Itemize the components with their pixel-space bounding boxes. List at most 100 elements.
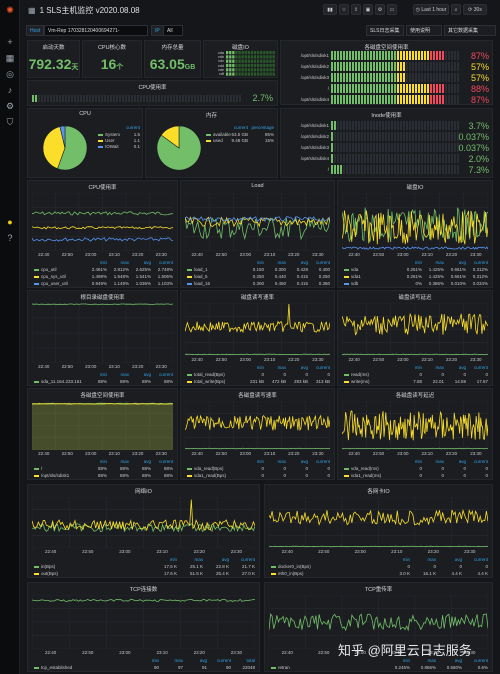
cpu-usage-bar-gauge [32,95,242,102]
gauge-segment [110,95,112,102]
legend-value: 1.506% [157,274,173,279]
graph-add-icon[interactable]: ▮▮ [323,4,337,15]
legend-value: 0.866% [420,665,436,670]
inode-value: 7.3% [468,165,489,175]
host-variable-select[interactable]: Vm-Rep 170328120400694271-tianchi11385S.… [44,25,148,36]
grafana-logo-icon[interactable]: ✺ [6,5,14,15]
time-tick: 23:20 [288,252,300,257]
gauge-segment [367,143,369,152]
time-picker[interactable]: ◷ Last 1 hour [413,4,449,15]
legend-col: avg [143,372,151,377]
gauge-segment [352,84,354,93]
legend-col: current [473,365,488,370]
help-icon[interactable]: ? [7,233,13,243]
gauge-segment [415,62,417,71]
gauge-segment [361,62,363,71]
gauge-segment [424,154,426,163]
zoom-out-icon[interactable]: ⌕ [451,4,461,15]
time-tick: 23:10 [421,357,433,362]
disk-usage-bar [331,95,461,104]
legend-value: 9.48 GB [231,138,248,143]
legend-name: load_15 [194,281,211,286]
gauge-segment [241,55,244,59]
gauge-segment [406,143,408,152]
gauge-segment [376,121,378,130]
gauge-segment [373,143,375,152]
gauge-segment [50,95,52,102]
inode-bar [331,165,461,174]
legend-value: 0 [283,372,286,377]
gauge-segment [421,84,423,93]
settings-icon[interactable]: ⚙ [375,4,385,15]
gauge-segment [364,62,366,71]
legend-value: 0 [407,564,410,569]
dashboard-title[interactable]: 1 SLS主机监控 v2020.08.08 [39,5,140,15]
legend-value: 0.949% [91,281,107,286]
link-sls-collect[interactable]: SLS日志采集 [366,25,404,36]
legend-col: min [256,459,264,464]
gauge-segment [206,95,208,102]
legend-col: max [174,658,183,663]
shield-icon[interactable]: ⛉ [6,117,14,127]
disk-usage-gauge [331,95,459,104]
gauge-segment [403,51,405,60]
gauge-segment [454,165,456,174]
dashboards-icon[interactable]: ▦ [5,53,15,63]
memory-pie-panel: 内存 current percentage available 53.5 GB 85%… [145,108,278,178]
gauge-segment [397,62,399,71]
gauge-segment [397,154,399,163]
link-other-collect[interactable]: 其它数据采集 [444,25,496,36]
gauge-segment [266,68,269,72]
gauge-segment [358,121,360,130]
bell-icon[interactable]: ♪ [7,85,13,95]
star-icon[interactable]: ☆ [339,4,349,15]
gauge-segment [385,121,387,130]
inode-gauge [331,154,459,163]
ip-variable-select[interactable]: All [163,25,183,36]
refresh-picker[interactable]: ⟳ 30s [463,4,487,15]
gauge-segment [367,62,369,71]
legend-header: min max avg current [187,260,330,266]
gauge-segment [343,51,345,60]
gauge-segment [232,72,235,76]
save-icon[interactable]: ▣ [363,4,373,15]
gauge-segment [263,63,266,68]
legend-col: max [120,459,129,464]
gauge-segment [358,73,360,82]
gauge-segment [412,84,414,93]
sidebar: ✺ + ▦ ◎ ♪ ⚙ ⛉ ● ? [0,0,20,674]
gear-icon[interactable]: ⚙ [5,101,15,111]
gauge-segment [451,95,453,104]
time-tick: 22:50 [215,252,227,257]
panel-title: CPU核心数 [97,45,127,51]
share-icon[interactable]: ⇪ [351,4,361,15]
explore-icon[interactable]: ◎ [6,69,14,79]
gauge-segment [44,95,46,102]
gauge-segment [442,165,444,174]
legend-value: 0.245% [394,665,410,670]
plus-icon[interactable]: + [7,37,13,47]
gauge-segment [379,51,381,60]
link-usage[interactable]: 使用说明 [406,25,442,36]
gauge-segment [433,154,435,163]
legend-row: User 1.1 [98,138,140,144]
gauge-segment [343,143,345,152]
tv-icon[interactable]: ▭ [387,4,397,15]
gauge-segment [412,154,414,163]
gauge-segment [412,95,414,104]
gauge-segment [349,95,351,104]
gauge-segment [269,59,272,63]
gauge-segment [355,121,357,130]
gauge-segment [361,51,363,60]
avatar[interactable]: ● [7,217,13,227]
legend-header: min max avg current [344,459,488,465]
gauge-segment [77,95,79,102]
time-tick: 22:50 [61,252,73,257]
gauge-segment [364,73,366,82]
time-tick: 22:40 [191,357,203,362]
time-tick: 22:40 [281,650,293,655]
gauge-segment [244,59,247,63]
legend-value: 0.1 [133,144,140,149]
gauge-segment [358,84,360,93]
time-tick: 23:10 [263,357,276,362]
